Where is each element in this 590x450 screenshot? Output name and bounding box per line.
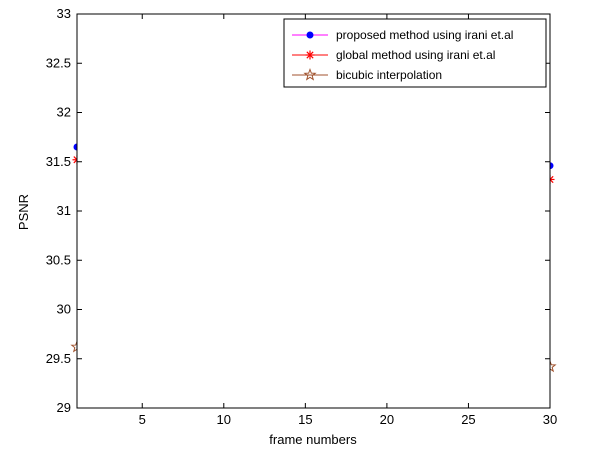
x-tick-label: 30 <box>543 412 557 427</box>
y-tick-label: 30 <box>57 302 71 317</box>
x-axis-label: frame numbers <box>269 432 357 447</box>
y-tick-label: 32.5 <box>46 55 71 70</box>
y-tick-label: 31 <box>57 203 71 218</box>
legend-entry: global method using irani et.al <box>292 48 495 62</box>
y-tick-label: 29 <box>57 400 71 415</box>
y-tick-label: 29.5 <box>46 351 71 366</box>
legend-entry: bicubic interpolation <box>292 68 442 82</box>
legend-label: proposed method using irani et.al <box>336 28 513 42</box>
x-tick-label: 20 <box>380 412 394 427</box>
x-tick-label: 5 <box>139 412 146 427</box>
legend: proposed method using irani et.al global … <box>283 18 547 88</box>
y-axis-label: PSNR <box>16 194 31 230</box>
y-tick-label: 33 <box>57 6 71 21</box>
x-tick-label: 10 <box>217 412 231 427</box>
legend-swatch-marker <box>306 31 314 39</box>
y-tick-label: 30.5 <box>46 252 71 267</box>
x-tick-label: 25 <box>461 412 475 427</box>
legend-box <box>283 18 547 88</box>
legend-label: bicubic interpolation <box>336 68 442 82</box>
legend-label: global method using irani et.al <box>336 48 495 62</box>
legend-swatch-marker <box>305 50 315 60</box>
y-tick-label: 31.5 <box>46 154 71 169</box>
asterisk-stroke <box>306 51 314 59</box>
y-tick-label: 32 <box>57 105 71 120</box>
legend-swatch-marker <box>303 68 317 81</box>
x-tick-label: 15 <box>298 412 312 427</box>
legend-entry: proposed method using irani et.al <box>292 28 513 42</box>
